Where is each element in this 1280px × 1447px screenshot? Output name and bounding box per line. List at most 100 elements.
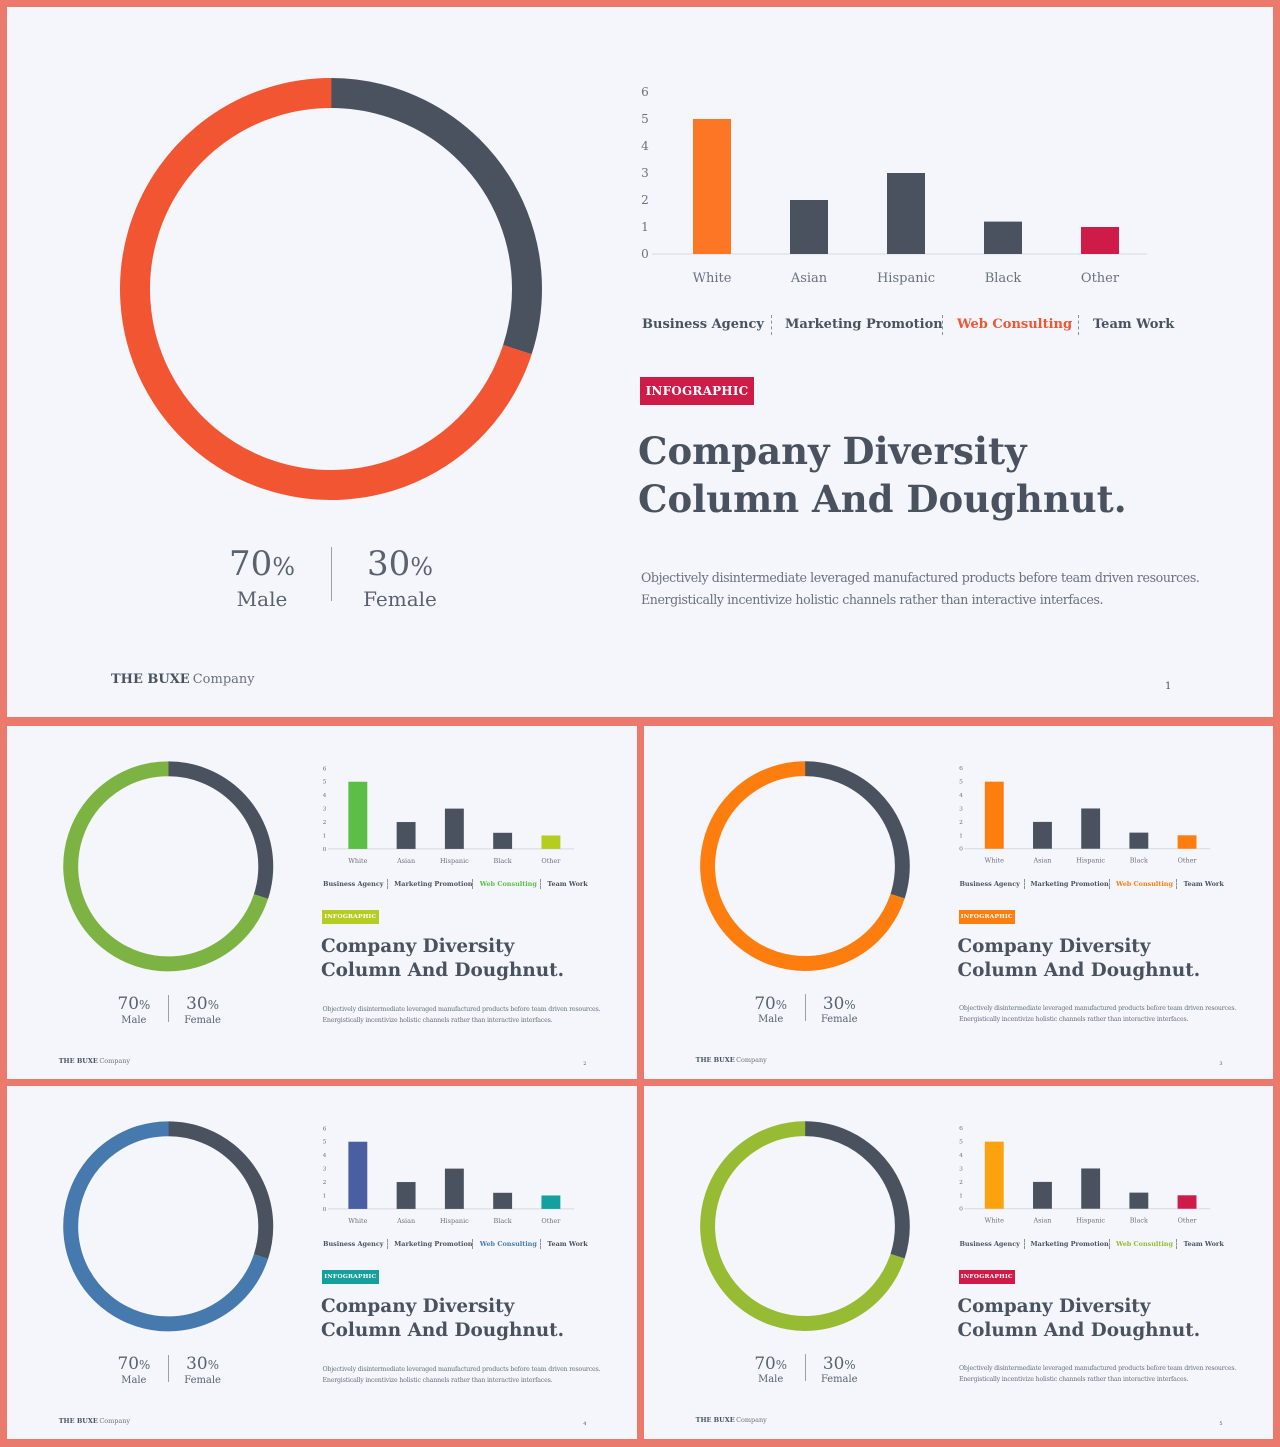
female-percentage: 30%	[168, 1353, 238, 1373]
y-tick-label-2: 2	[323, 819, 327, 826]
brand-name: THE BUXE	[58, 1416, 98, 1425]
y-tick-label-4: 4	[959, 792, 963, 799]
female-label: Female	[820, 1374, 858, 1386]
bar-black	[984, 221, 1022, 254]
page-title: Company Diversity Column And Doughnut.	[321, 1295, 564, 1343]
menu-item-business-agency[interactable]: Business Agency	[322, 880, 384, 889]
menu-item-business-agency[interactable]: Business Agency	[959, 1240, 1020, 1249]
male-percent-sign: %	[139, 1358, 151, 1373]
doughnut-chart	[700, 1121, 910, 1331]
female-percentage: 30%	[804, 993, 874, 1013]
male-label: Male	[758, 1374, 784, 1386]
y-tick-label-6: 6	[641, 85, 649, 99]
menu-item-team-work[interactable]: Team Work	[547, 880, 588, 889]
title-line-2: Column And Doughnut.	[321, 1319, 565, 1341]
y-tick-label-3: 3	[959, 1165, 963, 1172]
page-number: 4	[583, 1421, 587, 1428]
bar-hispanic	[444, 808, 464, 849]
bar-other	[1177, 1195, 1197, 1209]
stat-divider	[331, 547, 332, 601]
male-percentage-value: 70	[117, 1353, 139, 1374]
description-line-2: Energistically incentivize holistic chan…	[958, 1016, 1189, 1024]
description: Objectively disintermediate leveraged ma…	[641, 567, 1200, 611]
menu-item-web-consulting[interactable]: Web Consulting	[1115, 880, 1173, 889]
description-line-2: Energistically incentivize holistic chan…	[958, 1376, 1189, 1384]
bar-hispanic	[1081, 808, 1101, 849]
menu-separator	[387, 1239, 389, 1250]
female-percent-sign: %	[844, 1357, 856, 1372]
title-line-1: Company Diversity	[957, 1295, 1151, 1317]
y-tick-label-4: 4	[959, 1152, 963, 1159]
male-percent-sign: %	[272, 553, 295, 581]
page-title: Company Diversity Column And Doughnut.	[638, 427, 1127, 523]
menu-item-team-work[interactable]: Team Work	[1183, 880, 1224, 889]
y-tick-label-2: 2	[959, 819, 963, 826]
y-tick-label-6: 6	[323, 765, 327, 772]
category-label-white: White	[985, 1217, 1004, 1225]
menu-item-business-agency[interactable]: Business Agency	[322, 1240, 384, 1249]
column-chart: 0 1 2 3 4 5 6 White Asian Hispanic Black Other	[641, 85, 1147, 286]
brand-logo[interactable]: THE BUXECompany	[59, 1417, 130, 1425]
slide-4: 0 1 2 3 4 5 6 White Asian Hispanic Black Other Busin…	[7, 1086, 637, 1439]
menu-item-web-consulting[interactable]: Web Consulting	[1115, 1240, 1173, 1249]
female-percent-sign: %	[207, 998, 219, 1013]
doughnut-chart	[63, 1121, 274, 1332]
female-label: Female	[820, 1014, 858, 1026]
title-line-2: Column And Doughnut.	[638, 477, 1127, 522]
bar-black	[493, 1192, 513, 1209]
infographic-tag: INFOGRAPHIC	[958, 1269, 1016, 1284]
page-title: Company Diversity Column And Doughnut.	[958, 1295, 1201, 1343]
category-label-other: Other	[1081, 271, 1120, 286]
bar-other	[1177, 835, 1197, 849]
menu-item-web-consulting[interactable]: Web Consulting	[957, 317, 1073, 332]
brand-logo[interactable]: THE BUXECompany	[696, 1416, 767, 1424]
description: Objectively disintermediate leveraged ma…	[959, 1004, 1236, 1026]
menu-item-marketing-promotion[interactable]: Marketing Promotion	[1030, 880, 1109, 889]
description: Objectively disintermediate leveraged ma…	[322, 1005, 600, 1027]
bar-asian	[790, 200, 828, 254]
y-tick-label-1: 1	[959, 1192, 963, 1199]
male-percentage-value: 70	[229, 544, 273, 584]
menu-item-team-work[interactable]: Team Work	[1183, 1240, 1224, 1249]
menu-item-business-agency[interactable]: Business Agency	[642, 317, 764, 332]
male-percent-sign: %	[139, 998, 151, 1013]
category-label-hispanic: Hispanic	[440, 1217, 469, 1225]
y-tick-label-5: 5	[641, 112, 649, 126]
menu-item-marketing-promotion[interactable]: Marketing Promotion	[394, 1240, 473, 1249]
female-percentage: 30%	[804, 1353, 874, 1373]
description-line-1: Objectively disintermediate leveraged ma…	[322, 1005, 601, 1013]
y-tick-label-5: 5	[323, 1139, 327, 1146]
title-line-2: Column And Doughnut.	[321, 959, 565, 981]
menu-item-web-consulting[interactable]: Web Consulting	[479, 1240, 537, 1249]
bar-hispanic	[887, 173, 925, 254]
infographic-tag: INFOGRAPHIC	[322, 1270, 379, 1285]
menu-item-web-consulting[interactable]: Web Consulting	[479, 880, 537, 889]
description-line-1: Objectively disintermediate leveraged ma…	[322, 1365, 601, 1373]
category-label-black: Black	[1130, 1217, 1148, 1225]
page-title: Company Diversity Column And Doughnut.	[321, 935, 564, 983]
menu-item-marketing-promotion[interactable]: Marketing Promotion	[394, 880, 473, 889]
y-tick-label-0: 0	[959, 1206, 963, 1213]
menu-item-business-agency[interactable]: Business Agency	[959, 880, 1020, 889]
y-tick-label-1: 1	[323, 1192, 327, 1199]
female-label: Female	[184, 1014, 221, 1026]
category-label-black: Black	[1130, 857, 1148, 865]
y-tick-label-2: 2	[959, 1179, 963, 1186]
menu-item-team-work[interactable]: Team Work	[1093, 317, 1175, 332]
description-line-2: Energistically incentivize holistic chan…	[322, 1016, 553, 1024]
page-number: 3	[1219, 1060, 1223, 1067]
bar-hispanic	[1081, 1168, 1101, 1209]
menu-separator	[387, 879, 389, 890]
description-line-1: Objectively disintermediate leveraged ma…	[958, 1365, 1237, 1373]
title-line-1: Company Diversity	[321, 936, 515, 957]
category-label-white: White	[348, 1217, 367, 1225]
female-percentage-value: 30	[822, 992, 845, 1013]
infographic-tag: INFOGRAPHIC	[640, 377, 754, 405]
menu-item-marketing-promotion[interactable]: Marketing Promotion	[785, 317, 943, 332]
menu-item-marketing-promotion[interactable]: Marketing Promotion	[1030, 1240, 1109, 1249]
brand-logo[interactable]: THE BUXECompany	[696, 1056, 767, 1064]
menu-item-team-work[interactable]: Team Work	[547, 1240, 588, 1249]
description-line-2: Energistically incentivize holistic chan…	[641, 592, 1104, 608]
brand-logo[interactable]: THE BUXECompany	[59, 1057, 130, 1065]
